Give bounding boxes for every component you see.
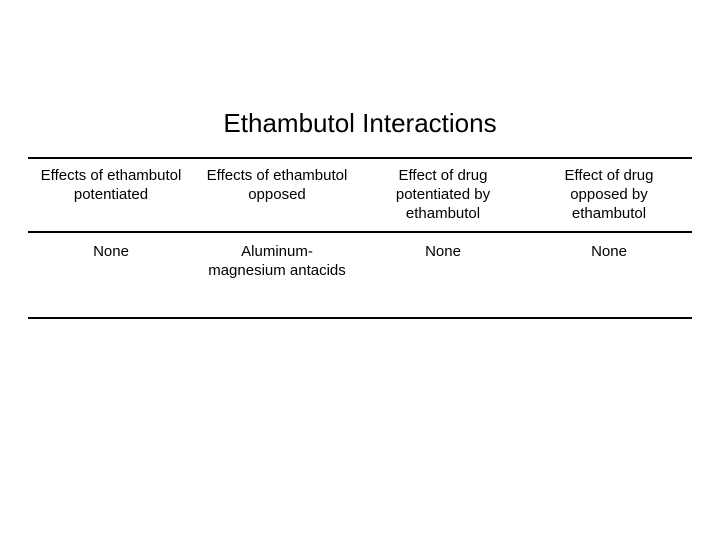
table-row: None Aluminum- magnesium antacids None N… — [28, 232, 692, 318]
col-header-text: opposed by — [532, 186, 686, 205]
cell: Aluminum- magnesium antacids — [194, 232, 360, 318]
col-header-text: potentiated — [34, 186, 188, 205]
col-header-potentiated: Effects of ethambutol potentiated — [28, 158, 194, 232]
col-header-text: ethambutol — [366, 205, 520, 224]
col-header-opposed: Effects of ethambutol opposed — [194, 158, 360, 232]
cell-text: Aluminum- — [200, 243, 354, 262]
col-header-text: Effects of ethambutol — [34, 167, 188, 186]
col-header-text: potentiated by — [366, 186, 520, 205]
col-header-text: opposed — [200, 186, 354, 205]
col-header-drug-potentiated: Effect of drug potentiated by ethambutol — [360, 158, 526, 232]
col-header-drug-opposed: Effect of drug opposed by ethambutol — [526, 158, 692, 232]
cell-text: None — [532, 243, 686, 262]
cell: None — [28, 232, 194, 318]
cell: None — [360, 232, 526, 318]
cell-text: None — [366, 243, 520, 262]
page-title: Ethambutol Interactions — [0, 0, 720, 157]
interactions-table: Effects of ethambutol potentiated Effect… — [28, 157, 692, 319]
cell: None — [526, 232, 692, 318]
col-header-text: Effect of drug — [532, 167, 686, 186]
col-header-text: Effect of drug — [366, 167, 520, 186]
interactions-table-wrap: Effects of ethambutol potentiated Effect… — [28, 157, 692, 319]
cell-text: magnesium antacids — [200, 262, 354, 281]
col-header-text: ethambutol — [532, 205, 686, 224]
table-header-row: Effects of ethambutol potentiated Effect… — [28, 158, 692, 232]
col-header-text: Effects of ethambutol — [200, 167, 354, 186]
cell-text: None — [34, 243, 188, 262]
